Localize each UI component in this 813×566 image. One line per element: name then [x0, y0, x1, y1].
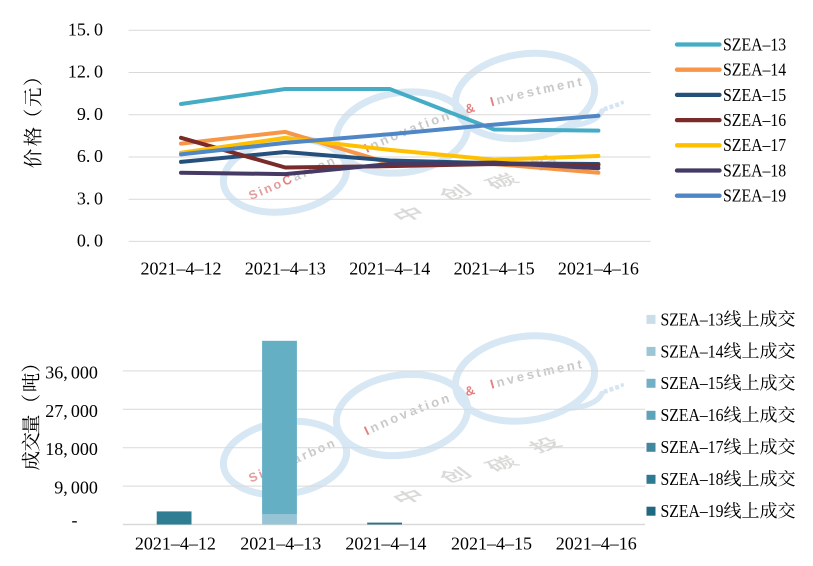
svg-text:SZEA–15: SZEA–15 — [723, 85, 786, 105]
svg-text:SZEA–19: SZEA–19 — [723, 186, 786, 206]
svg-text:SZEA–17: SZEA–17 — [723, 135, 786, 155]
svg-text:2021–4–15: 2021–4–15 — [454, 258, 535, 278]
svg-text:6.0: 6. 0 — [77, 146, 103, 166]
svg-text:SZEA–13: SZEA–13 — [661, 309, 724, 329]
svg-text:0.0: 0. 0 — [77, 231, 103, 251]
svg-text:SZEA–15: SZEA–15 — [661, 373, 724, 393]
svg-text:36,000: 36, 000 — [45, 362, 98, 382]
svg-text:SZEA–16: SZEA–16 — [723, 110, 786, 130]
svg-text:-: - — [72, 510, 78, 530]
svg-text:SZEA–14: SZEA–14 — [661, 341, 724, 361]
svg-text:2021–4–13: 2021–4–13 — [240, 534, 321, 554]
svg-text:2021–4–16: 2021–4–16 — [558, 258, 639, 278]
svg-text:SZEA–18: SZEA–18 — [723, 160, 786, 180]
svg-text:SZEA–14: SZEA–14 — [723, 60, 786, 80]
svg-text:2021–4–12: 2021–4–12 — [141, 258, 222, 278]
svg-text:9,000: 9, 000 — [54, 478, 98, 498]
svg-text:2021–4–16: 2021–4–16 — [556, 534, 637, 554]
svg-text:3.0: 3. 0 — [77, 188, 103, 208]
svg-text:2021–4–14: 2021–4–14 — [349, 258, 430, 278]
svg-text:18,000: 18, 000 — [45, 439, 98, 459]
svg-text:Innovation & Investment: Innovation & Investment — [362, 356, 586, 438]
svg-text:2021–4–14: 2021–4–14 — [345, 534, 426, 554]
svg-text:SZEA–16: SZEA–16 — [661, 405, 724, 425]
svg-text:SZEA–19: SZEA–19 — [661, 501, 724, 521]
svg-text:9.0: 9. 0 — [77, 104, 103, 124]
svg-text:2021–4–15: 2021–4–15 — [451, 534, 532, 554]
svg-text:27,000: 27, 000 — [45, 401, 98, 421]
svg-text:15.0: 15. 0 — [68, 20, 103, 40]
svg-text:SZEA–18: SZEA–18 — [661, 469, 724, 489]
svg-text:SZEA–17: SZEA–17 — [661, 437, 724, 457]
svg-text:12.0: 12. 0 — [68, 62, 103, 82]
svg-text:2021–4–13: 2021–4–13 — [245, 258, 326, 278]
svg-text:SZEA–13: SZEA–13 — [723, 34, 786, 54]
svg-text:2021–4–12: 2021–4–12 — [135, 534, 216, 554]
